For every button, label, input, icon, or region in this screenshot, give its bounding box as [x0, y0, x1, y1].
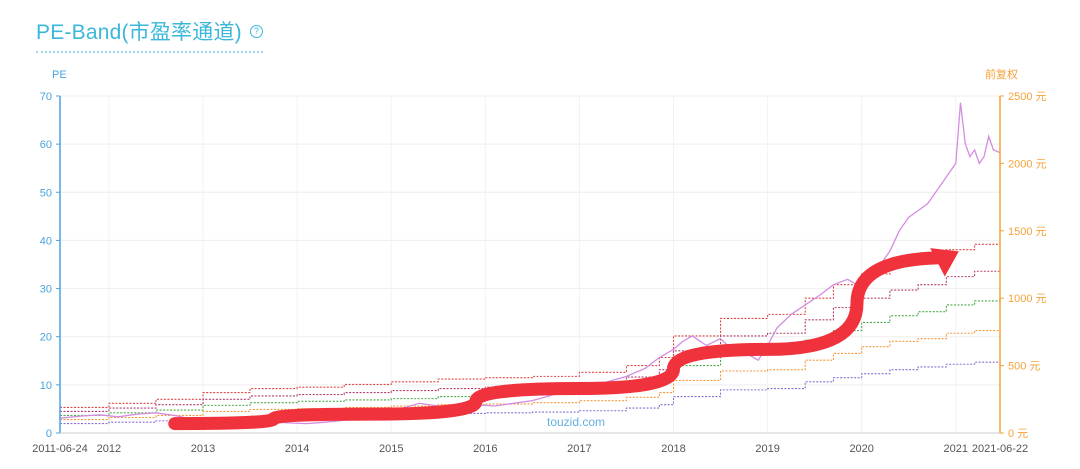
watermark: touzid.com	[547, 415, 605, 429]
right-tick-label: 1500 元	[1008, 226, 1047, 238]
x-tick-label: 2015	[379, 443, 403, 455]
x-tick-label: 2019	[755, 443, 779, 455]
grid	[59, 95, 1001, 434]
band-line-4	[60, 327, 1001, 421]
x-tick-label: 2021	[944, 443, 968, 455]
price-line-group	[59, 102, 1001, 425]
x-tick-label: 2020	[849, 443, 873, 455]
left-tick-label: 40	[40, 235, 52, 247]
right-tick-label: 2000 元	[1008, 158, 1047, 170]
chart-title-bar: PE-Band(市盈率通道) ?	[36, 16, 263, 53]
right-tick-label: 500 元	[1008, 361, 1040, 373]
right-axis-title: 前复权	[985, 67, 1018, 81]
trend-arrow	[168, 248, 959, 431]
x-tick-label: 2021-06-22	[972, 443, 1028, 455]
left-tick-label: 30	[40, 284, 52, 296]
left-tick-label: 0	[46, 428, 52, 440]
right-tick-label: 0 元	[1008, 428, 1028, 440]
left-axis-title: PE	[52, 69, 67, 81]
left-tick-label: 60	[40, 139, 52, 151]
x-tick-label: 2018	[661, 443, 685, 455]
page-title: PE-Band(市盈率通道)	[36, 21, 242, 44]
right-tick-label: 2500 元	[1008, 91, 1047, 103]
x-tick-label: 2017	[567, 443, 591, 455]
trend-arrow-shaft	[168, 251, 953, 431]
right-axis-ticks: 0 元 500 元 1000 元 1500 元 2000 元 2500 元	[1000, 91, 1047, 440]
price-line	[59, 102, 1001, 425]
x-tick-label: 2011-06-24	[32, 443, 87, 455]
x-tick-label: 2013	[191, 443, 215, 455]
x-tick-label: 2014	[285, 443, 309, 455]
left-tick-label: 50	[40, 187, 52, 199]
right-tick-label: 1000 元	[1008, 293, 1047, 305]
trend-arrow-head	[930, 248, 959, 277]
left-tick-label: 20	[40, 332, 52, 344]
x-tick-label: 2012	[97, 443, 121, 455]
x-axis-ticks: 2011-06-24 2012 2013 2014 2015 2016 2017 2018 20…	[32, 443, 1028, 455]
left-tick-label: 10	[40, 380, 52, 392]
question-circle-icon[interactable]: ?	[249, 24, 263, 38]
left-axis-ticks: 0 10 20 30 40 50 60 70	[40, 91, 60, 440]
left-tick-label: 70	[40, 91, 52, 103]
x-tick-label: 2016	[473, 443, 497, 455]
